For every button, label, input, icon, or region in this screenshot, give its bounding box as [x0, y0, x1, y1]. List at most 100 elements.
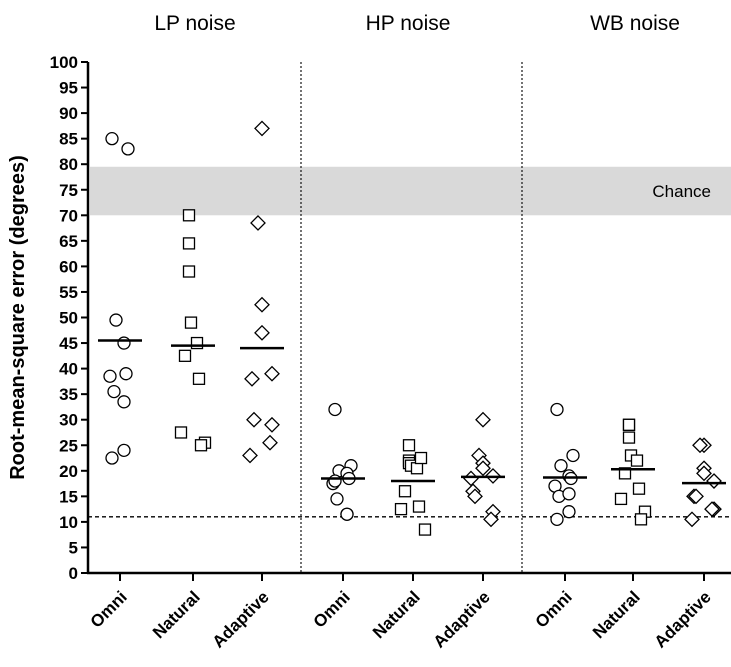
chance-band — [90, 166, 731, 216]
data-point-circle — [328, 402, 342, 417]
x-category-label: Natural — [149, 587, 204, 642]
x-category-label: Adaptive — [651, 587, 715, 651]
data-point-square — [412, 500, 426, 513]
data-point-circle — [340, 507, 354, 521]
data-point-circle — [117, 336, 131, 350]
y-tick-label: 40 — [59, 360, 78, 379]
data-point-diamond — [467, 488, 483, 505]
data-point-circle — [562, 505, 576, 519]
y-axis-label: Root-mean-square error (degrees) — [7, 155, 29, 480]
data-point-square — [182, 237, 196, 250]
data-point-diamond — [688, 488, 704, 505]
y-tick-label: 100 — [50, 53, 78, 72]
x-category-label: Adaptive — [430, 587, 494, 651]
group-titles: LP noise HP noise WB noise — [154, 12, 680, 35]
data-point-square — [182, 209, 196, 222]
data-point-diamond — [250, 215, 266, 231]
data-point-diamond — [254, 324, 270, 341]
data-point-diamond — [254, 120, 270, 137]
data-point-diamond — [264, 416, 280, 433]
data-point-diamond — [262, 434, 278, 451]
group-title: HP noise — [366, 12, 451, 35]
data-point-circle — [109, 313, 123, 327]
data-point-square — [632, 482, 646, 495]
data-point-circle — [105, 131, 119, 146]
data-point-square — [622, 418, 636, 431]
data-point-diamond — [244, 370, 260, 387]
data-point-square — [194, 439, 208, 452]
y-tick-label: 25 — [59, 436, 78, 455]
data-point-square — [178, 349, 192, 362]
y-tick-label: 60 — [59, 257, 78, 276]
data-point-square — [634, 513, 648, 526]
y-tick-label: 20 — [59, 462, 78, 481]
data-point-diamond — [696, 465, 712, 482]
data-point-square — [618, 467, 632, 480]
x-category-label: Omni — [87, 587, 131, 631]
mean-lines — [98, 339, 726, 485]
data-point-diamond — [242, 447, 258, 464]
x-axis: Omni Natural Adaptive Omni Natural Adaptive Om… — [87, 571, 731, 652]
data-point-square — [630, 454, 644, 467]
y-axis: 0 5 10 15 20 25 30 35 40 45 50 55 60 65 70 75 80 85 90 95 10… — [50, 53, 90, 583]
y-tick-label: 55 — [59, 283, 78, 302]
data-point-circle — [566, 448, 580, 463]
data-point-square — [614, 492, 628, 506]
y-tick-label: 70 — [59, 206, 78, 225]
data-point-diamond — [483, 511, 499, 528]
data-point-diamond — [704, 501, 720, 518]
data-point-circle — [330, 492, 344, 506]
data-point-circle — [119, 367, 133, 381]
x-category-label: Omni — [310, 587, 354, 631]
y-tick-label: 95 — [59, 79, 78, 98]
data-point-circle — [550, 512, 564, 526]
x-category-label: Omni — [532, 587, 576, 631]
x-category-label: Natural — [589, 587, 644, 642]
y-tick-label: 50 — [59, 309, 78, 328]
data-point-square — [414, 451, 428, 465]
data-point-circle — [105, 451, 119, 465]
data-point-square — [418, 523, 432, 536]
data-point-square — [394, 502, 408, 516]
y-tick-label: 45 — [59, 334, 78, 353]
data-point-diamond — [254, 296, 270, 313]
data-point-square — [174, 426, 188, 439]
y-tick-label: 30 — [59, 411, 78, 430]
y-tick-label: 75 — [59, 181, 78, 200]
y-tick-label: 90 — [59, 104, 78, 123]
chance-label: Chance — [652, 182, 711, 201]
y-tick-label: 10 — [59, 513, 78, 532]
data-point-circle — [328, 474, 342, 488]
y-tick-label: 65 — [59, 232, 78, 251]
x-category-label: Natural — [369, 587, 424, 642]
y-tick-label: 80 — [59, 155, 78, 174]
data-point-square — [622, 431, 636, 444]
data-point-diamond — [684, 511, 700, 528]
data-point-circle — [117, 443, 131, 458]
group-separators — [300, 62, 523, 573]
y-tick-label: 5 — [69, 538, 78, 557]
data-point-circle — [103, 369, 117, 383]
data-point-circle — [550, 402, 564, 417]
data-point-circle — [107, 384, 121, 399]
data-point-square — [410, 462, 424, 475]
data-point-circle — [554, 459, 568, 473]
data-point-circle — [121, 142, 135, 156]
data-point-diamond — [692, 437, 708, 454]
data-point-diamond — [475, 460, 491, 477]
data-point-square — [192, 372, 206, 385]
data-point-circle — [562, 487, 576, 501]
data-point-square — [402, 439, 416, 452]
y-tick-label: 0 — [69, 564, 78, 583]
data-point-diamond — [475, 411, 491, 428]
group-title: WB noise — [590, 12, 680, 35]
data-point-diamond — [706, 473, 722, 489]
data-point-square — [190, 336, 204, 350]
data-point-diamond — [264, 365, 280, 382]
data-point-square — [184, 316, 198, 329]
y-tick-label: 15 — [59, 487, 78, 506]
data-point-diamond — [246, 411, 262, 428]
data-point-circle — [117, 395, 131, 409]
group-title: LP noise — [154, 12, 235, 35]
